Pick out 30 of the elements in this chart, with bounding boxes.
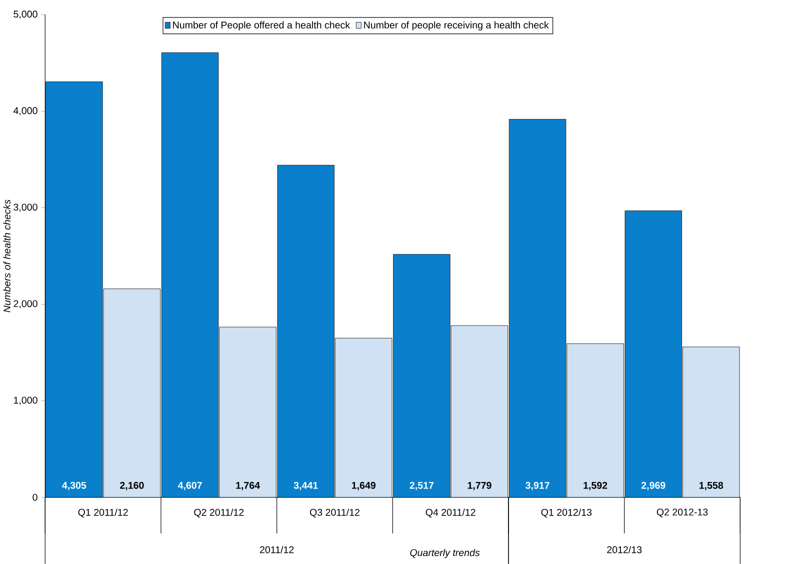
legend-label: Number of people receiving a health check: [364, 21, 549, 30]
x-tick-label: Q1 2012/13: [541, 508, 592, 518]
x-tick-label: Q2 2011/12: [194, 508, 244, 518]
data-label: 3,441: [294, 482, 318, 490]
text: 2012/13: [607, 546, 642, 554]
data-label: 2,517: [410, 482, 434, 490]
x-axis-title: Quarterly trends: [410, 548, 480, 558]
x-tick-label: Q3 2011/12: [310, 508, 360, 518]
data-label: 1,592: [584, 482, 608, 490]
x-tick-label: Q2 2012-13: [656, 508, 708, 518]
data-label: 4,607: [178, 482, 202, 490]
y-tick-label: 2,000: [14, 300, 38, 308]
data-label: 1,764: [236, 482, 260, 490]
data-label: 4,305: [62, 482, 86, 490]
y-tick-label: 3,000: [14, 204, 38, 212]
data-label: 2,160: [120, 482, 144, 490]
y-tick-label: 4,000: [13, 107, 38, 116]
y-tick-label: 5,000: [14, 10, 38, 19]
data-label: 1,779: [468, 482, 492, 490]
legend-label: Number of People offered a health check: [173, 21, 350, 30]
data-label: 1,558: [700, 482, 724, 490]
y-axis-title: Numbers of health checks: [3, 200, 10, 312]
data-label: 2,969: [641, 482, 666, 490]
x-tick-label: Q1 2011/12: [78, 508, 128, 518]
x-tick-label: Q4 2011/12: [426, 508, 476, 518]
y-tick-label: 0: [32, 494, 38, 501]
data-label: 1,649: [352, 482, 376, 490]
y-tick-label: 1,000: [14, 396, 38, 405]
data-label: 3,917: [526, 482, 550, 490]
text: 2011/12: [260, 546, 294, 554]
